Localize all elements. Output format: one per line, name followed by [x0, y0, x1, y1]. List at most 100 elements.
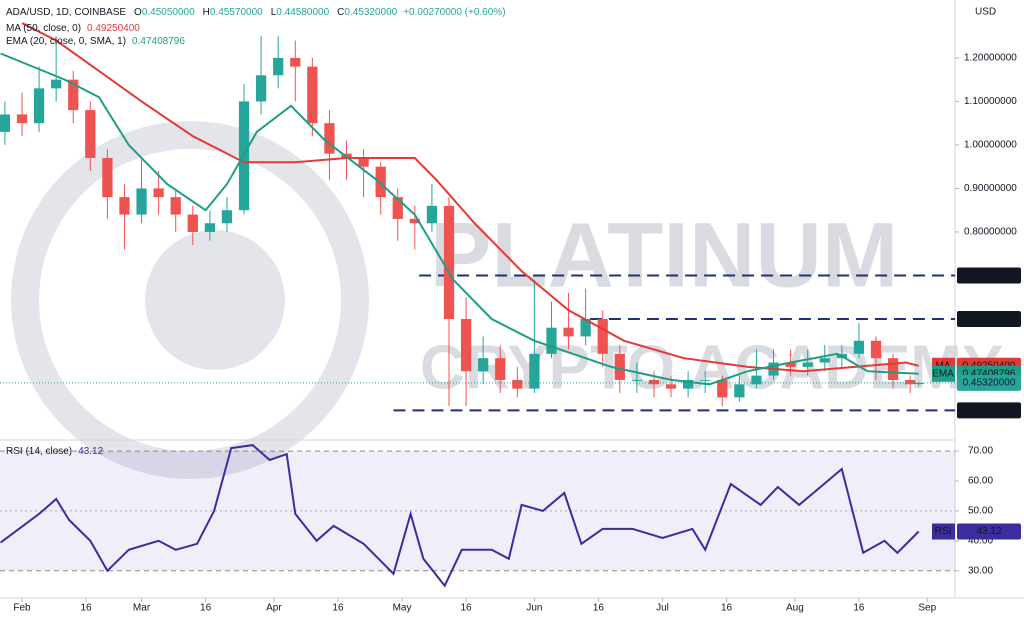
candle-body — [580, 319, 591, 337]
candle-body — [853, 340, 865, 354]
candle-body — [563, 327, 574, 337]
ohlc-value: 0.44580000 — [276, 7, 329, 18]
candle-body — [717, 379, 728, 398]
indicator-line — [0, 52, 919, 386]
y-tick-label: 1.20000000 — [964, 53, 1017, 64]
symbol: ADA/USD, 1D, COINBASE — [6, 7, 126, 18]
candle-body — [751, 375, 762, 385]
rsi-line — [0, 444, 920, 588]
candle-body — [460, 319, 472, 372]
indicator-line — [21, 22, 919, 373]
last-price-label-bg — [957, 374, 1021, 391]
candle-body — [905, 379, 916, 385]
candle-body — [426, 205, 438, 224]
candle-body — [887, 358, 899, 380]
candle-body — [0, 114, 11, 132]
candle-body — [546, 327, 557, 354]
x-tick-label: 16 — [461, 603, 473, 614]
indicator-name-bg — [932, 365, 955, 382]
level-label: 0.60000000 — [963, 314, 1016, 325]
candle-body — [119, 197, 130, 215]
change: +0.00270000 (+0.60%) — [403, 7, 505, 18]
candle-body — [221, 210, 233, 224]
watermark: PLATINUM CRYPTO ACADEMY — [11, 121, 1003, 479]
candle-body — [700, 379, 711, 381]
x-tick-label: Jul — [656, 603, 669, 614]
logo-coin — [145, 230, 285, 370]
plot: 1.20000000 1.10000000 1.00000000 0.90000000… — [0, 22, 1017, 614]
x-tick-label: 16 — [853, 603, 865, 614]
y-tick-label: 30.00 — [968, 565, 993, 576]
y-tick-label: 50.00 — [968, 506, 993, 517]
indicator-name: EMA — [932, 368, 954, 379]
candle-body — [870, 340, 882, 359]
level-label-bg — [957, 402, 1021, 419]
candle-body — [102, 157, 113, 198]
x-tick-label: Sep — [918, 603, 936, 614]
ohlc-key: H — [203, 7, 210, 18]
y-tick-label: 1.10000000 — [964, 96, 1017, 107]
legend-entry: EMA (20, close, 0, SMA, 1) 0.47408796 — [6, 36, 185, 47]
indicator-value: 43.12 — [976, 526, 1001, 537]
ohlc-value: 0.45050000 — [142, 7, 195, 18]
currency: USD — [975, 7, 996, 18]
x-tick-label: 16 — [593, 603, 605, 614]
candle-body — [631, 379, 643, 381]
x-tick-label: 16 — [332, 603, 344, 614]
legend-value: 0.49250400 — [87, 23, 140, 34]
level-label: 0.70000000 — [963, 270, 1016, 281]
watermark-line1: PLATINUM — [430, 204, 898, 306]
level-label-bg — [957, 311, 1021, 328]
candle-body — [273, 57, 284, 76]
legend-entry: MA (50, close, 0) 0.49250400 — [6, 23, 140, 34]
x-tick-label: Jun — [526, 603, 542, 614]
candle-body — [324, 123, 335, 154]
legend-header: ADA/USD, 1D, COINBASE O0.45050000 H0.45570… — [6, 7, 506, 18]
y-tick-label: 0.90000000 — [964, 183, 1017, 194]
legend-entry: RSI (14, close) 43.12 — [6, 446, 104, 457]
candle-body — [255, 75, 267, 102]
y-tick-label: 0.80000000 — [964, 227, 1017, 238]
candle-body — [187, 214, 198, 232]
y-tick-label: 60.00 — [968, 476, 993, 487]
x-tick-label: Feb — [13, 603, 31, 614]
ohlc-key: C — [337, 7, 344, 18]
y-tick-label: 40.00 — [968, 535, 993, 546]
candle-body — [512, 379, 523, 389]
ohlc-value: 0.45570000 — [210, 7, 263, 18]
y-tick-label: 70.00 — [968, 446, 993, 457]
candle-body — [153, 188, 164, 198]
candle-body — [33, 88, 45, 124]
candle-body — [358, 157, 369, 167]
candle-body — [785, 362, 796, 367]
candle-body — [375, 166, 386, 198]
legend-value: 0.47408796 — [132, 36, 185, 47]
last-price-label: 0.45320000 — [963, 378, 1016, 389]
ohlc-key: L — [271, 7, 277, 18]
indicator-name-bg — [932, 523, 955, 540]
x-tick-label: Apr — [266, 603, 282, 614]
candle-body — [85, 110, 96, 158]
ohlc-key: O — [134, 7, 142, 18]
candle-body — [495, 358, 506, 380]
candle-body — [136, 188, 147, 215]
x-tick-label: 16 — [80, 603, 92, 614]
candle-body — [734, 384, 745, 398]
candle-body — [665, 384, 677, 389]
candle-body — [913, 382, 924, 385]
x-tick-label: May — [393, 603, 412, 614]
candle-body — [529, 353, 540, 389]
candle-body — [290, 57, 301, 67]
y-tick-label: 1.00000000 — [964, 140, 1017, 151]
candle-body — [307, 66, 318, 124]
candle-body — [648, 379, 660, 385]
legend-value: 43.12 — [78, 446, 103, 457]
x-tick-label: 16 — [200, 603, 212, 614]
level-label-bg — [957, 267, 1021, 284]
legend-name: EMA (20, close, 0, SMA, 1) — [6, 36, 126, 47]
x-tick-label: Mar — [133, 603, 151, 614]
candle-body — [51, 79, 62, 89]
legend-name: RSI (14, close) — [6, 446, 72, 457]
candle-body — [802, 362, 813, 367]
